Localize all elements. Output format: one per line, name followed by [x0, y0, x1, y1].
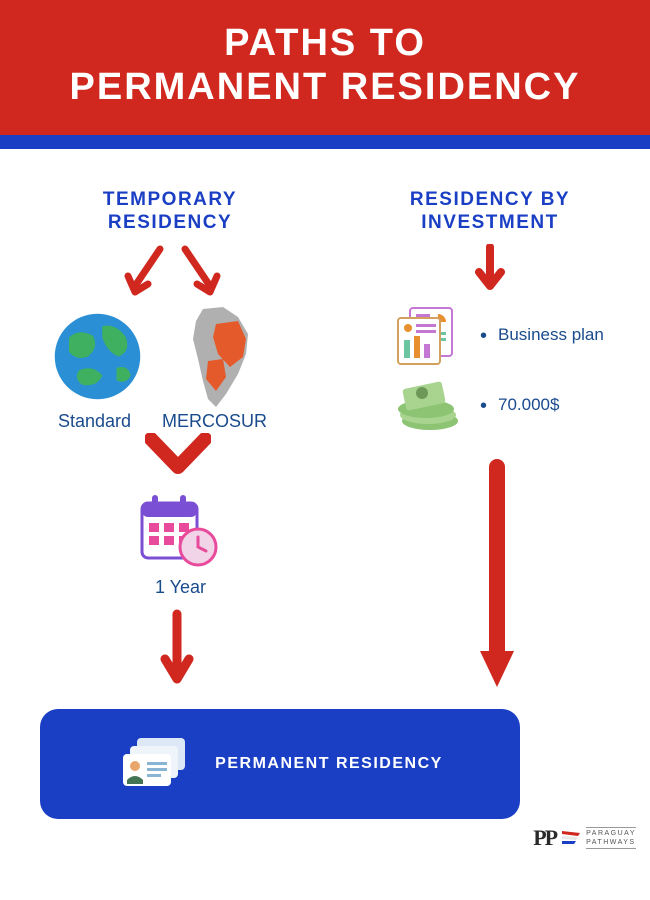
arrow-down-left-final — [160, 609, 194, 689]
header-divider-bar — [0, 135, 650, 149]
duration-label: 1 Year — [155, 577, 206, 598]
documents-icon — [392, 304, 462, 366]
standard-label: Standard — [58, 411, 131, 432]
left-title-line-1: TEMPORARY — [103, 189, 237, 210]
left-title-line-2: RESIDENCY — [108, 212, 232, 233]
investment-requirements-list: Business plan 70.000$ — [480, 319, 604, 421]
bullet-business-plan: Business plan — [480, 319, 604, 351]
final-label: PERMANENT RESIDENCY — [215, 755, 443, 773]
left-column-title: TEMPORARY RESIDENCY — [80, 189, 260, 235]
flag-icon — [562, 831, 580, 845]
calendar-clock-icon — [132, 489, 222, 574]
permanent-residency-box: PERMANENT RESIDENCY — [40, 709, 520, 819]
south-america-map-icon — [168, 299, 278, 414]
chevron-down-icon — [145, 433, 211, 485]
arrow-down-right-final — [474, 459, 520, 699]
logo-initials: PP — [533, 825, 556, 851]
globe-icon — [50, 309, 145, 404]
right-title-line-1: RESIDENCY BY — [410, 189, 570, 210]
logo-text-line-1: PARAGUAY — [586, 830, 636, 837]
mercosur-label: MERCOSUR — [162, 411, 267, 432]
arrow-down-right-1 — [475, 244, 505, 294]
infographic-body: TEMPORARY RESIDENCY RESIDENCY BY INVESTM… — [0, 149, 650, 869]
logo-text-line-2: PATHWAYS — [586, 839, 635, 846]
right-column-title: RESIDENCY BY INVESTMENT — [395, 189, 585, 235]
right-title-line-2: INVESTMENT — [421, 212, 558, 233]
main-title: PATHS TO PERMANENT RESIDENCY — [10, 22, 640, 109]
money-stack-icon — [392, 379, 462, 434]
arrow-split-left — [120, 244, 170, 304]
title-line-2: PERMANENT RESIDENCY — [70, 66, 581, 108]
title-line-1: PATHS TO — [224, 22, 426, 64]
brand-logo: PP PARAGUAY PATHWAYS — [533, 825, 636, 851]
logo-text: PARAGUAY PATHWAYS — [586, 827, 636, 849]
arrow-split-right — [175, 244, 225, 304]
id-cards-icon — [117, 732, 195, 796]
header-banner: PATHS TO PERMANENT RESIDENCY — [0, 0, 650, 135]
bullet-amount: 70.000$ — [480, 389, 604, 421]
